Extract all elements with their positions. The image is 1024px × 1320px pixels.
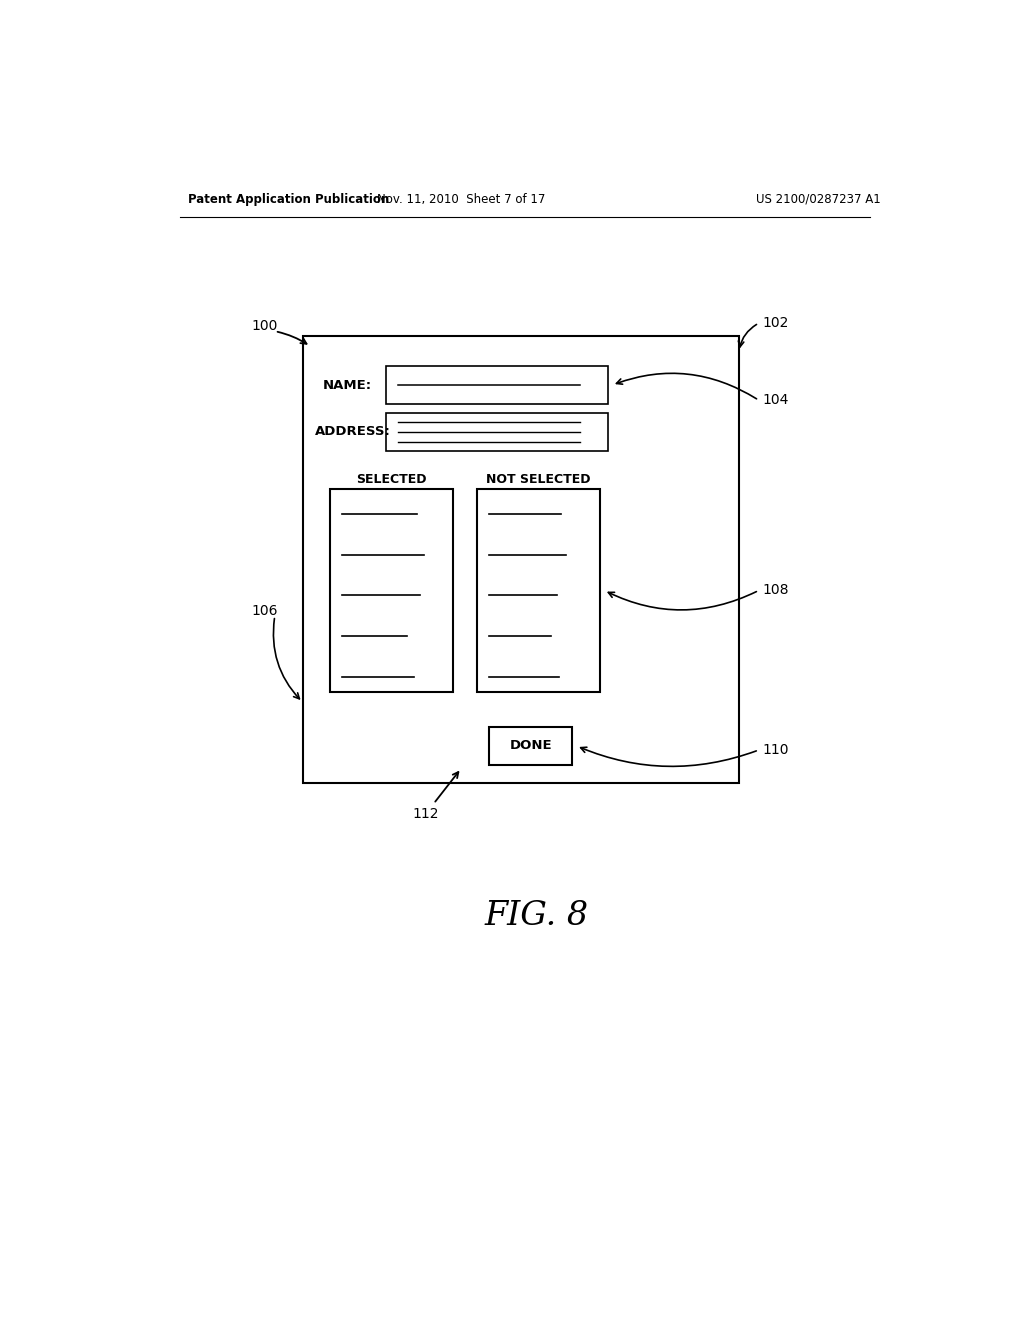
Text: 112: 112 (413, 807, 439, 821)
Text: ADDRESS:: ADDRESS: (314, 425, 390, 438)
Bar (386, 413, 608, 451)
Text: NAME:: NAME: (323, 379, 372, 392)
Bar (489, 726, 572, 766)
Bar (386, 366, 608, 404)
Text: Patent Application Publication: Patent Application Publication (187, 193, 389, 206)
Text: SELECTED: SELECTED (356, 473, 427, 486)
Text: US 2100/0287237 A1: US 2100/0287237 A1 (756, 193, 881, 206)
Text: 100: 100 (251, 319, 278, 333)
Bar (477, 488, 600, 692)
Text: Nov. 11, 2010  Sheet 7 of 17: Nov. 11, 2010 Sheet 7 of 17 (377, 193, 546, 206)
Bar (331, 488, 454, 692)
Text: 102: 102 (763, 315, 790, 330)
Bar (303, 337, 739, 784)
Text: 104: 104 (763, 393, 790, 408)
Text: 110: 110 (763, 743, 790, 756)
Text: NOT SELECTED: NOT SELECTED (486, 473, 591, 486)
Text: DONE: DONE (509, 739, 552, 752)
Text: FIG. 8: FIG. 8 (484, 900, 589, 932)
Text: 106: 106 (251, 603, 278, 618)
Text: 108: 108 (763, 583, 790, 598)
